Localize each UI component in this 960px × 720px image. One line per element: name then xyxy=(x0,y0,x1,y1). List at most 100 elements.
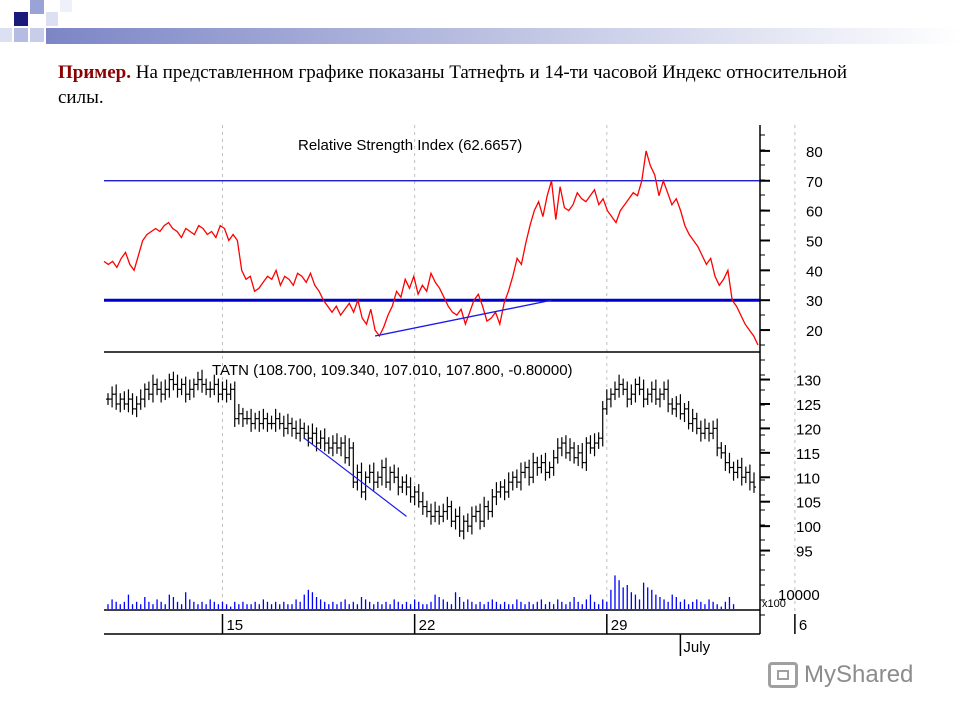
rsi-tick-label: 40 xyxy=(806,263,823,280)
price-bar xyxy=(555,438,560,464)
price-bar xyxy=(649,381,654,403)
price-bar xyxy=(298,418,303,442)
price-bar xyxy=(653,379,658,405)
price-bar xyxy=(584,437,589,471)
price-bar xyxy=(715,418,720,457)
price-bar xyxy=(326,437,331,454)
price-bar xyxy=(289,417,294,437)
price-bar xyxy=(735,459,740,479)
price-bar xyxy=(473,505,478,523)
price-bar xyxy=(118,393,123,413)
price-bar xyxy=(429,503,433,525)
price-bar xyxy=(547,461,552,479)
rsi-tick-label: 30 xyxy=(806,293,823,310)
price-bar xyxy=(330,435,335,457)
price-bar xyxy=(572,442,577,464)
price-bar xyxy=(396,467,401,496)
price-bar xyxy=(657,388,662,408)
price-bar xyxy=(641,379,646,408)
price-bar xyxy=(195,371,200,391)
price-bar xyxy=(359,462,364,498)
price-bar xyxy=(486,500,491,520)
chart-axes: 80 70 60 50 40 30 20 130 125 120 115 110 105 100 95 100… xyxy=(104,125,823,656)
price-bar xyxy=(310,423,315,445)
price-bar xyxy=(277,412,282,430)
price-tick-label: 120 xyxy=(796,421,821,438)
price-bar xyxy=(707,422,712,442)
price-bar xyxy=(457,506,462,537)
x-tick-label: 22 xyxy=(419,617,436,634)
rsi-tick-label: 20 xyxy=(806,323,823,340)
price-bar xyxy=(122,391,127,410)
price-bar xyxy=(339,437,344,457)
corner-square-light xyxy=(60,0,72,12)
price-bar xyxy=(666,379,671,413)
price-bar xyxy=(596,432,601,449)
price-bar xyxy=(518,462,523,491)
price-bar xyxy=(600,401,605,447)
corner-square-light xyxy=(30,0,44,14)
price-bar xyxy=(110,386,115,408)
price-bar xyxy=(588,435,593,454)
price-bar xyxy=(367,464,372,484)
rsi-panel: Relative Strength Index (62.6657) xyxy=(103,137,760,346)
price-bar xyxy=(662,381,667,401)
price-bar xyxy=(612,381,617,401)
rsi-tick-label: 60 xyxy=(806,204,823,221)
price-trendline xyxy=(303,437,407,517)
price-bar xyxy=(461,515,466,540)
price-bar xyxy=(490,489,495,518)
price-bar xyxy=(306,425,311,447)
price-bar xyxy=(531,452,536,484)
price-bar xyxy=(752,472,756,493)
price-bar xyxy=(469,506,474,535)
price-bar xyxy=(449,500,454,528)
price-bar xyxy=(371,462,376,491)
volume-unit-label: x100 xyxy=(762,598,786,610)
price-bar xyxy=(142,383,147,408)
price-tick-label: 100 xyxy=(796,519,821,536)
heading-lead: Пример. xyxy=(58,62,131,83)
price-bar xyxy=(216,378,221,403)
price-bar xyxy=(711,420,716,440)
corner-square-light xyxy=(0,28,12,42)
rsi-line xyxy=(103,150,759,346)
price-bar xyxy=(355,464,360,491)
price-bar xyxy=(408,477,413,503)
x-tick-label: 15 xyxy=(226,617,243,634)
corner-square-light xyxy=(46,12,58,26)
price-bar xyxy=(126,389,131,413)
rsi-tick-label: 50 xyxy=(806,233,823,250)
volume-tick-label: 10000 xyxy=(778,587,820,604)
rsi-title: Relative Strength Index (62.6657) xyxy=(298,137,522,154)
price-bar xyxy=(498,481,503,498)
price-bar xyxy=(228,383,233,401)
price-bar xyxy=(670,398,675,415)
brand-logo: MyShared xyxy=(768,655,913,695)
price-bar xyxy=(576,445,581,467)
price-bar xyxy=(285,413,290,435)
price-bar xyxy=(232,381,237,427)
price-bar xyxy=(130,393,135,415)
price-tick-label: 115 xyxy=(796,446,820,463)
top-accent-bar xyxy=(46,28,960,44)
price-tick-label: 110 xyxy=(796,470,820,487)
corner-square-dark xyxy=(14,12,28,26)
price-bar xyxy=(138,389,143,410)
price-bar xyxy=(404,474,409,496)
price-bar xyxy=(727,452,732,474)
price-bar xyxy=(535,456,540,476)
price-bar xyxy=(719,442,724,459)
price-bar xyxy=(674,396,679,418)
price-bar xyxy=(392,464,397,484)
price-tick-label: 130 xyxy=(796,373,821,390)
price-bar xyxy=(482,496,487,528)
price-bar xyxy=(106,393,110,405)
price-title: TATN (108.700, 109.340, 107.010, 107.800… xyxy=(212,362,573,379)
price-bar xyxy=(114,384,119,410)
price-bar xyxy=(621,378,626,396)
price-bar xyxy=(159,381,164,403)
price-bar xyxy=(694,412,699,435)
price-bar xyxy=(629,384,634,405)
rsi-trendline xyxy=(374,299,552,337)
